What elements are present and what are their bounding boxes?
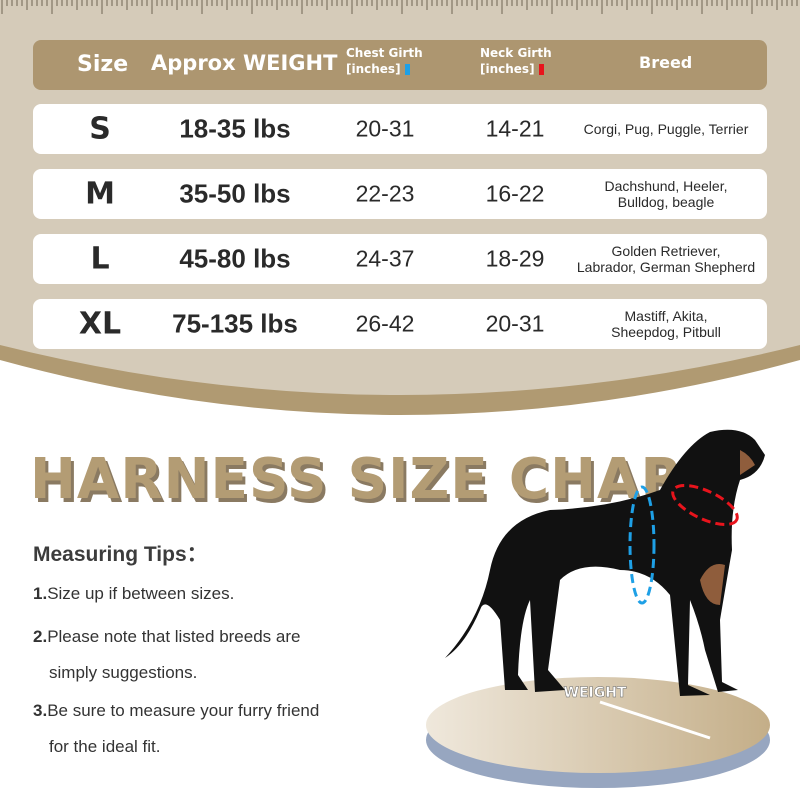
header-neck: Neck Girth [inches]: [480, 47, 552, 79]
weight-cell: 75-135 lbs: [172, 308, 298, 339]
header-weight: Approx WEIGHT: [151, 51, 338, 75]
chest-cell: 20-31: [355, 115, 415, 142]
table-row: XL 75-135 lbs 26-42 20-31 Mastiff, Akita…: [33, 299, 767, 349]
breed-cell: Mastiff, Akita, Sheepdog, Pitbull: [611, 308, 721, 340]
neck-girth-marker: [671, 484, 739, 526]
tip-text: Be sure to measure your furry friend: [47, 701, 320, 720]
breed-line: Dachshund, Heeler,: [604, 178, 728, 194]
tip-text-cont: simply suggestions.: [49, 663, 198, 682]
weight-cell: 18-35 lbs: [179, 113, 291, 144]
dog-silhouette: [445, 429, 765, 696]
header-chest-unit: [inches]: [346, 62, 401, 76]
tip-item: 3.Be sure to measure your furry friend fo…: [33, 693, 393, 765]
chest-cell: 22-23: [355, 180, 415, 207]
breed-line: Bulldog, beagle: [617, 194, 715, 210]
tip-text: Size up if between sizes.: [47, 584, 235, 603]
size-cell: XL: [78, 306, 122, 342]
size-cell: S: [89, 111, 111, 147]
breed-line: Labrador, German Shepherd: [576, 259, 756, 275]
header-neck-unit: [inches]: [480, 62, 535, 76]
chest-color-swatch: [404, 64, 410, 75]
scale-label: WEIGHT: [564, 685, 627, 701]
breed-line: Golden Retriever,: [611, 243, 721, 259]
breed-line: Corgi, Pug, Puggle, Terrier: [583, 121, 749, 137]
tip-item: 2.Please note that listed breeds are simp…: [33, 619, 393, 691]
header-chest: Chest Girth [inches]: [346, 47, 423, 79]
breed-cell: Corgi, Pug, Puggle, Terrier: [584, 121, 749, 137]
tip-number: 2.: [33, 627, 48, 646]
neck-cell: 20-31: [485, 310, 545, 337]
chest-cell: 24-37: [355, 245, 415, 272]
header-neck-label: Neck Girth: [480, 46, 552, 60]
tips-heading: Measuring Tips：: [33, 543, 208, 566]
neck-cell: 14-21: [485, 115, 545, 142]
table-row: S 18-35 lbs 20-31 14-21 Corgi, Pug, Pugg…: [33, 104, 767, 154]
tip-item: 1.Size up if between sizes.: [33, 576, 393, 612]
tip-number: 3.: [33, 701, 48, 720]
breed-cell: Dachshund, Heeler, Bulldog, beagle: [605, 178, 728, 210]
neck-color-swatch: [538, 64, 544, 75]
dog-tan-markings: [700, 450, 755, 605]
page-title: HARNESS SIZE CHART: [30, 447, 720, 512]
scale-needle: [599, 700, 711, 740]
tip-text: Please note that listed breeds are: [47, 627, 301, 646]
breed-line: Mastiff, Akita,: [624, 308, 708, 324]
neck-cell: 16-22: [485, 180, 545, 207]
neck-cell: 18-29: [485, 245, 545, 272]
header-chest-label: Chest Girth: [346, 46, 423, 60]
table-row: M 35-50 lbs 22-23 16-22 Dachshund, Heele…: [33, 169, 767, 219]
weight-cell: 35-50 lbs: [179, 178, 291, 209]
size-cell: M: [85, 176, 115, 212]
breed-line: Sheepdog, Pitbull: [611, 324, 721, 340]
scale-plate: [426, 677, 770, 773]
tip-text-cont: for the ideal fit.: [49, 737, 161, 756]
size-cell: L: [90, 241, 110, 277]
breed-cell: Golden Retriever, Labrador, German Shephe…: [577, 243, 755, 275]
dog-illustration: WEIGHT: [426, 429, 770, 788]
header-breed: Breed: [639, 53, 693, 72]
weight-cell: 45-80 lbs: [179, 243, 291, 274]
chest-cell: 26-42: [355, 310, 415, 337]
table-row: L 45-80 lbs 24-37 18-29 Golden Retriever…: [33, 234, 767, 284]
tip-number: 1.: [33, 584, 48, 603]
chest-girth-marker: [628, 485, 656, 605]
header-size: Size: [77, 52, 129, 77]
table-header: Size Approx WEIGHT Chest Girth [inches] N…: [33, 40, 767, 90]
